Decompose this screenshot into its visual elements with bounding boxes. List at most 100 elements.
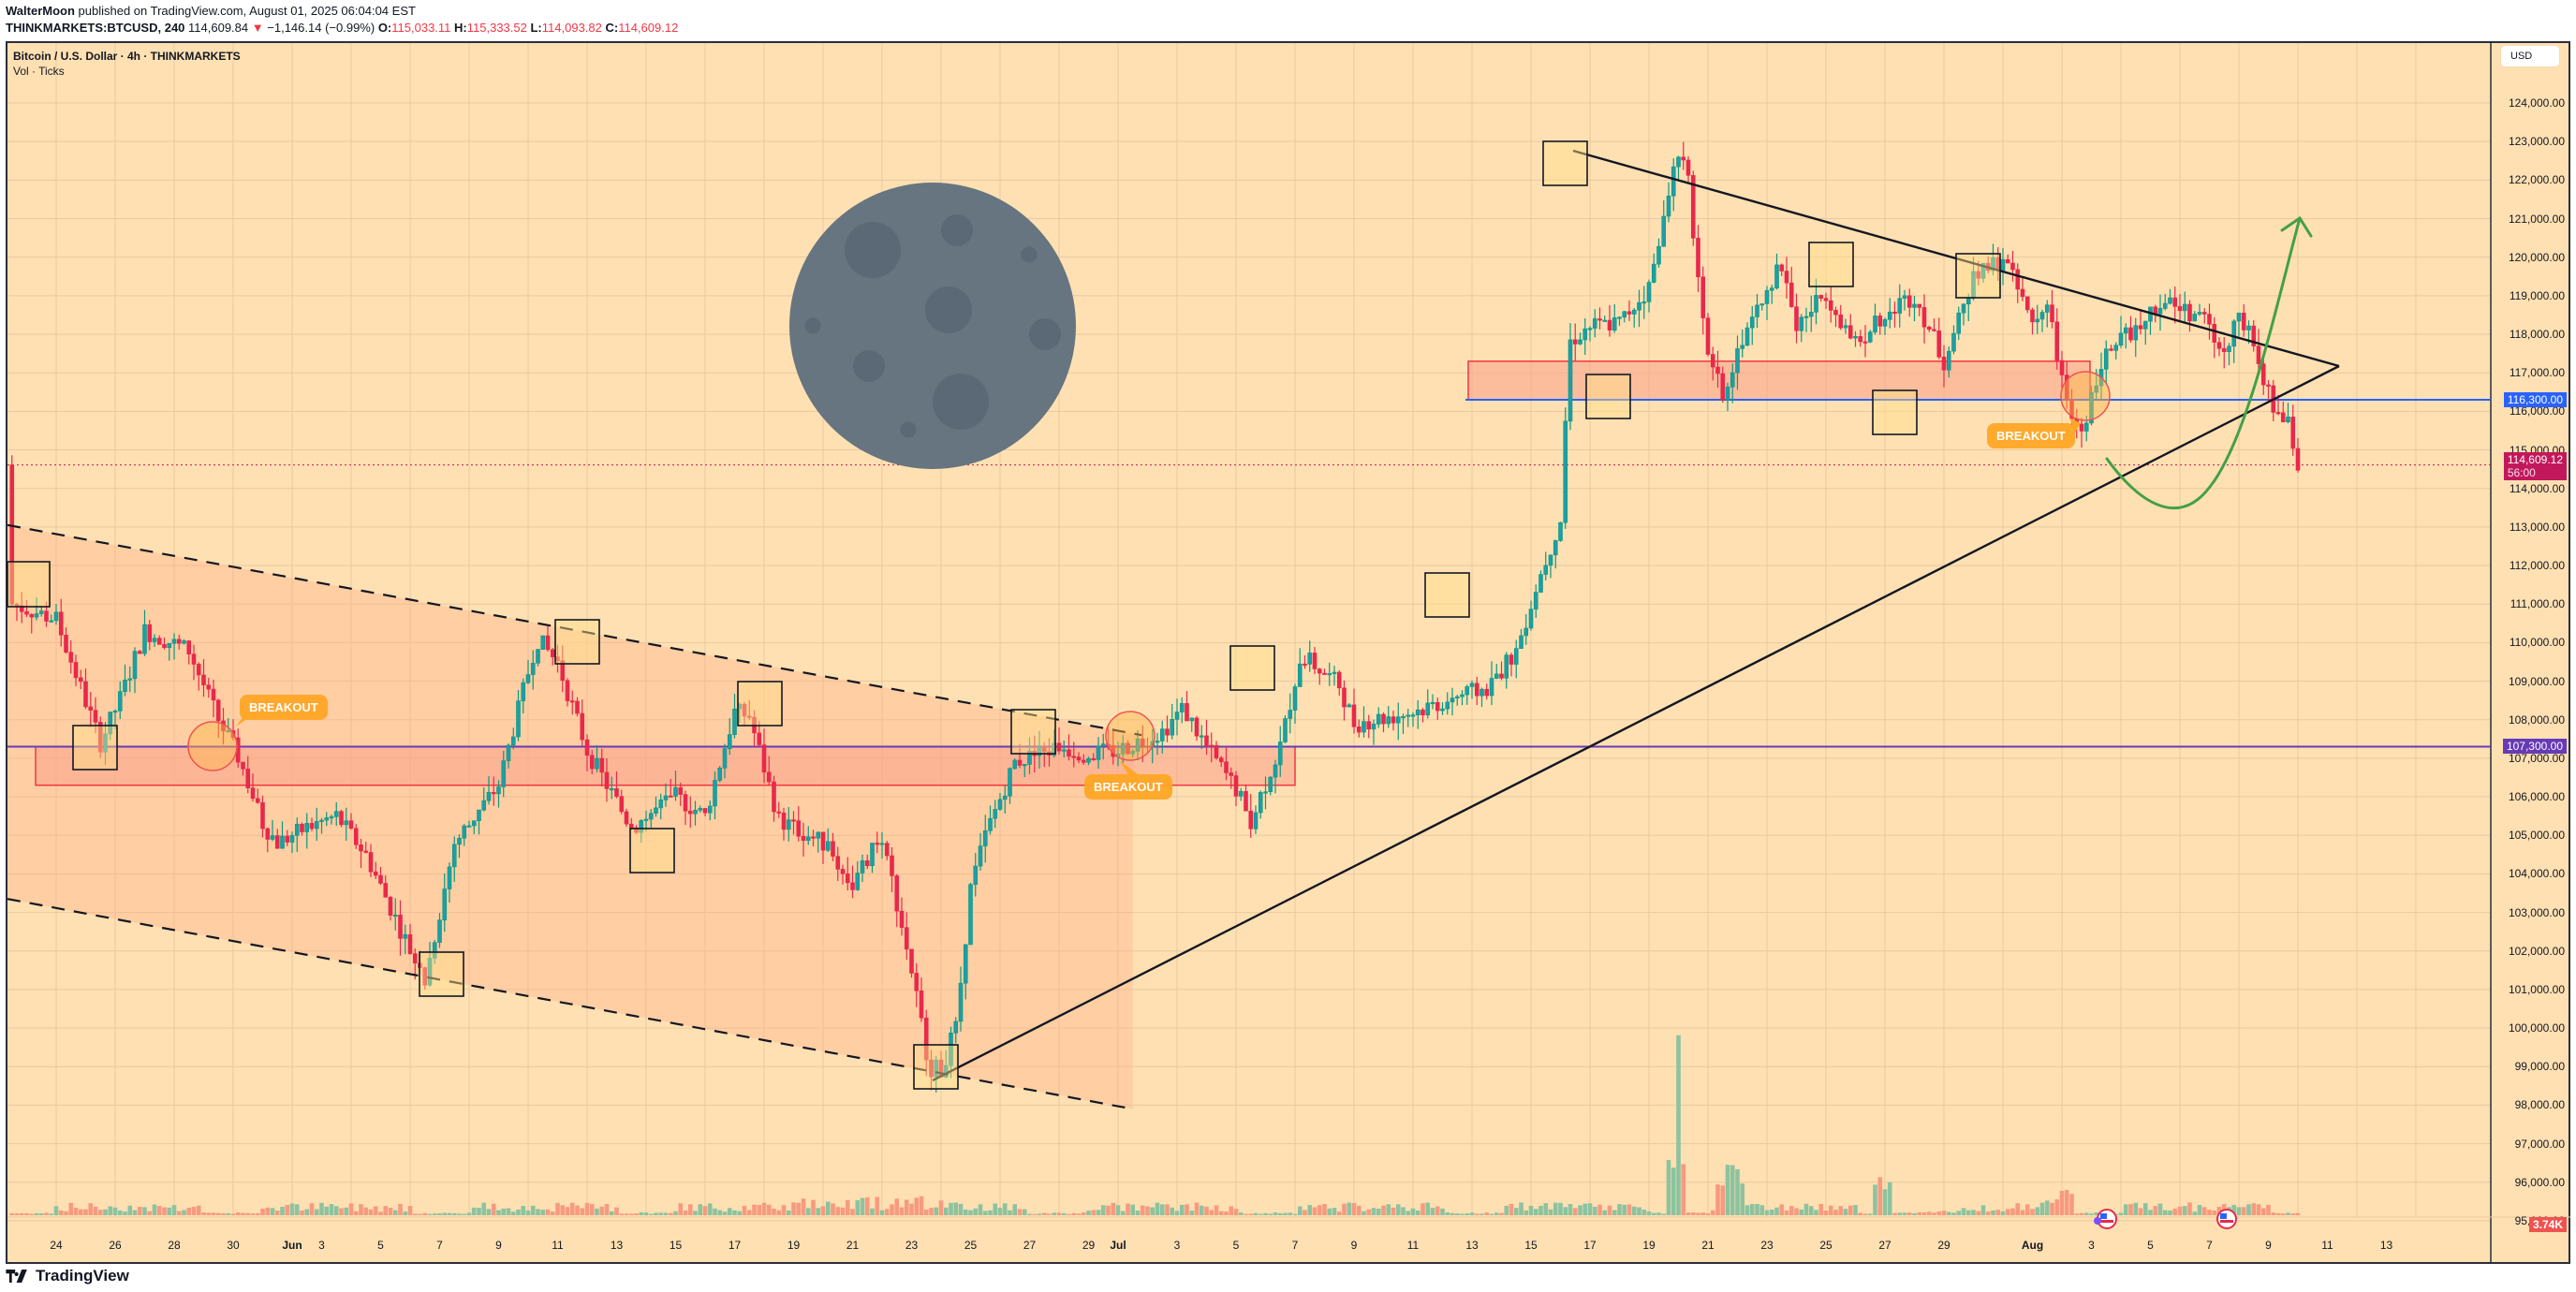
price-tick: 109,000.00: [2508, 674, 2565, 688]
date-tick: Jul: [1110, 1239, 1126, 1252]
date-tick: 3: [2088, 1239, 2095, 1252]
series-title: Bitcoin / U.S. Dollar · 4h · THINKMARKET…: [13, 50, 241, 63]
close-label: C:: [605, 21, 619, 35]
swing-point-box[interactable]: [629, 828, 675, 874]
symbol-ohlc-bar: THINKMARKETS:BTCUSD, 240 114,609.84 ▼ −1…: [6, 21, 678, 36]
price-tick: 117,000.00: [2509, 366, 2565, 380]
date-tick: 11: [2321, 1239, 2333, 1252]
date-tick: 27: [1023, 1239, 1037, 1252]
close-value: 114,609.12: [618, 21, 679, 35]
date-tick: 7: [2206, 1239, 2213, 1252]
date-tick: 15: [1524, 1239, 1538, 1252]
dividend-marker-icon[interactable]: [2094, 1217, 2101, 1225]
swing-point-box[interactable]: [1808, 242, 1854, 287]
date-tick: 27: [1878, 1239, 1892, 1252]
swing-point-box[interactable]: [554, 619, 600, 665]
swing-point-box[interactable]: [1424, 572, 1470, 618]
swing-point-box[interactable]: [7, 561, 51, 608]
price-tick: 123,000.00: [2508, 135, 2565, 149]
date-tick: 26: [109, 1239, 122, 1252]
chart-pane[interactable]: [6, 41, 2570, 1264]
arrow-head-icon: [2280, 215, 2313, 238]
date-tick: 15: [669, 1239, 683, 1252]
date-tick: 23: [905, 1239, 919, 1252]
chart-legend: Bitcoin / U.S. Dollar · 4h · THINKMARKET…: [13, 49, 241, 79]
price-tick: 101,000.00: [2508, 982, 2565, 996]
swing-point-box[interactable]: [72, 725, 118, 771]
projection-arrow[interactable]: [2105, 216, 2302, 510]
swing-point-box[interactable]: [1229, 645, 1275, 691]
date-tick: 17: [728, 1239, 742, 1252]
us-economic-event-icon[interactable]: [2216, 1209, 2237, 1229]
date-tick: 25: [1819, 1239, 1833, 1252]
price-tick: 102,000.00: [2508, 944, 2565, 958]
date-tick: 30: [227, 1239, 240, 1252]
date-tick: 5: [2147, 1239, 2154, 1252]
triangle-lower-trendline[interactable]: [932, 364, 2340, 1082]
date-tick: Aug: [2021, 1239, 2044, 1252]
open-value: 115,033.11: [391, 21, 451, 35]
swing-point-box[interactable]: [1010, 709, 1056, 755]
moon-icon: [789, 183, 1076, 469]
swing-point-box[interactable]: [737, 681, 783, 727]
date-tick: 28: [168, 1239, 181, 1252]
date-tick: 3: [318, 1239, 325, 1252]
date-tick: 7: [1291, 1239, 1299, 1252]
swing-point-box[interactable]: [1872, 389, 1918, 435]
date-tick: 3: [1173, 1239, 1181, 1252]
price-change: −1,146.14 (−0.99%): [267, 21, 375, 35]
date-tick: 9: [1350, 1239, 1358, 1252]
date-tick: 21: [846, 1239, 860, 1252]
us-economic-event-icon[interactable]: [2097, 1209, 2117, 1229]
price-tick: 121,000.00: [2508, 212, 2565, 226]
volume-label: 3.74K: [2528, 1217, 2567, 1232]
volume-indicator-label[interactable]: Vol · Ticks: [13, 65, 65, 78]
purple-level-price-label: 107,300.00: [2502, 739, 2567, 754]
date-tick: 5: [377, 1239, 384, 1252]
publish-date: published on TradingView.com, August 01,…: [78, 4, 416, 18]
symbol-name: THINKMARKETS:BTCUSD, 240: [6, 21, 185, 35]
swing-point-box[interactable]: [419, 951, 464, 997]
high-label: H:: [454, 21, 467, 35]
brand-name: TradingView: [36, 1267, 129, 1285]
swing-point-box[interactable]: [1542, 140, 1588, 186]
price-tick: 100,000.00: [2508, 1021, 2565, 1035]
swing-point-box[interactable]: [1955, 253, 2001, 299]
down-arrow-icon: ▼: [251, 21, 264, 35]
last-price-value: 114,609.12: [2507, 453, 2563, 466]
tradingview-logo[interactable]: TradingView: [6, 1267, 129, 1285]
price-tick: 114,000.00: [2509, 481, 2565, 495]
date-tick: 21: [1701, 1239, 1715, 1252]
last-price: 114,609.84: [188, 21, 249, 35]
price-tick: 118,000.00: [2509, 328, 2565, 342]
date-tick: 13: [610, 1239, 624, 1252]
open-label: O:: [377, 21, 392, 35]
breakout-label-2: BREAKOUT: [1084, 774, 1172, 800]
date-tick: Jun: [282, 1239, 302, 1252]
date-tick: 25: [964, 1239, 978, 1252]
date-tick: 19: [1642, 1239, 1656, 1252]
date-tick: 24: [50, 1239, 63, 1252]
publish-info: WalterMoon published on TradingView.com,…: [6, 4, 416, 19]
support-zone-upper: [1467, 360, 2091, 401]
price-tick: 111,000.00: [2510, 597, 2565, 611]
date-tick: 29: [1937, 1239, 1950, 1252]
price-tick: 108,000.00: [2508, 712, 2565, 727]
price-tick: 119,000.00: [2509, 288, 2565, 302]
price-tick: 116,000.00: [2509, 404, 2565, 418]
currency-button[interactable]: USD: [2501, 46, 2559, 66]
date-tick: 17: [1583, 1239, 1597, 1252]
price-tick: 106,000.00: [2508, 790, 2565, 804]
channel-upper-line[interactable]: [7, 523, 1142, 737]
price-tick: 113,000.00: [2509, 520, 2565, 534]
price-tick: 97,000.00: [2514, 1137, 2565, 1151]
swing-point-box[interactable]: [913, 1044, 959, 1090]
breakout-label-3: BREAKOUT: [1987, 423, 2075, 448]
high-value: 115,333.52: [466, 21, 527, 35]
tradingview-logo-icon: [6, 1270, 27, 1283]
price-tick: 112,000.00: [2509, 559, 2565, 573]
breakout-circle: [1105, 711, 1156, 761]
date-tick: 7: [436, 1239, 443, 1252]
swing-point-box[interactable]: [1585, 374, 1631, 419]
